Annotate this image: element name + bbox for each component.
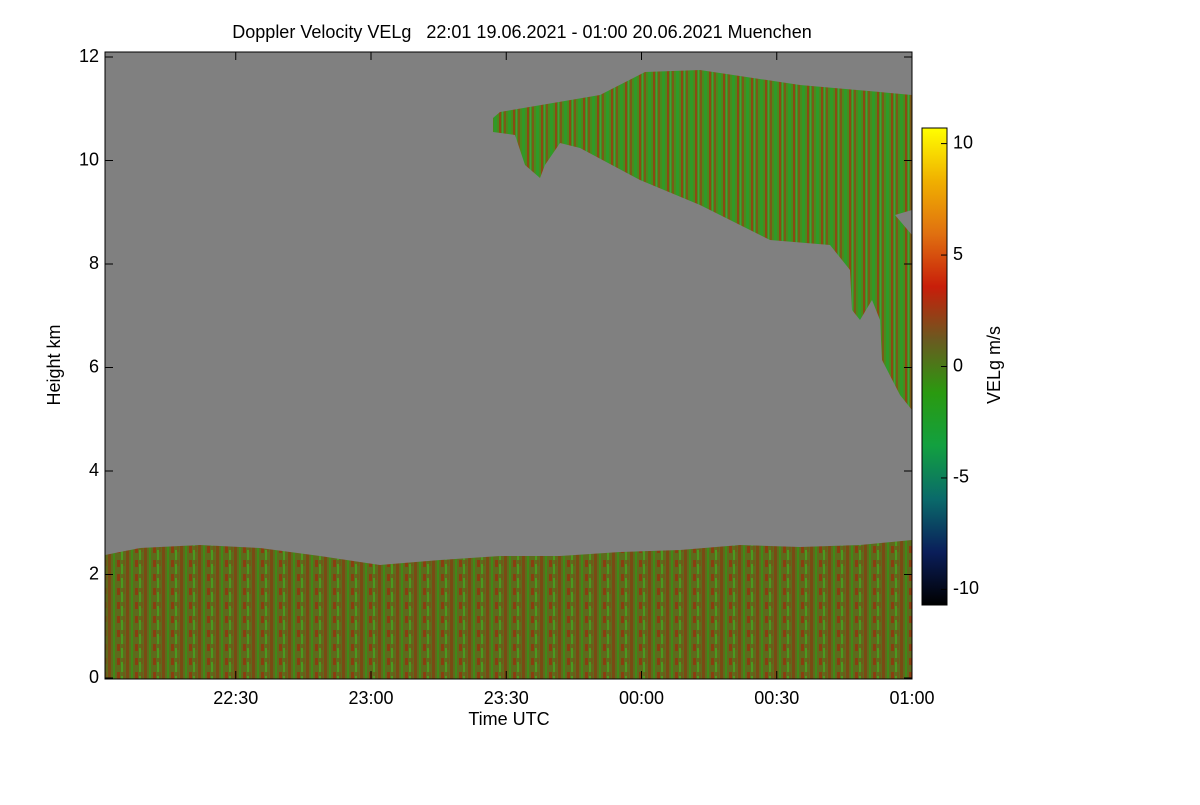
y-tick-label: 2 [89,563,99,583]
boundary-layer-echo [105,540,912,679]
plot-frame [104,51,913,680]
colorbar-tick-label: -5 [953,467,969,487]
colorbar-tick-label: 0 [953,355,963,375]
colorbar-tick-label: -10 [953,578,979,598]
cirrus-echo [493,70,912,410]
y-tick-label: 6 [89,356,99,376]
colorbar-tick-label: 10 [953,132,973,152]
x-tick-label: 23:30 [484,688,529,708]
y-tick-label: 8 [89,253,99,273]
y-axis-label: Height km [44,324,64,405]
x-tick-label: 01:00 [889,688,934,708]
y-tick-label: 12 [79,46,99,66]
y-tick-label: 4 [89,460,99,480]
y-tick-label: 10 [79,149,99,169]
colorbar-tick-label: 5 [953,244,963,264]
x-axis-label: Time UTC [468,709,549,729]
y-tick-label: 0 [89,667,99,687]
x-tick-label: 00:30 [754,688,799,708]
x-tick-label: 00:00 [619,688,664,708]
x-tick-label: 23:00 [348,688,393,708]
colorbar-label: VELg m/s [984,326,1004,404]
x-tick-label: 22:30 [213,688,258,708]
chart-title: Doppler Velocity VELg 22:01 19.06.2021 -… [232,22,811,42]
